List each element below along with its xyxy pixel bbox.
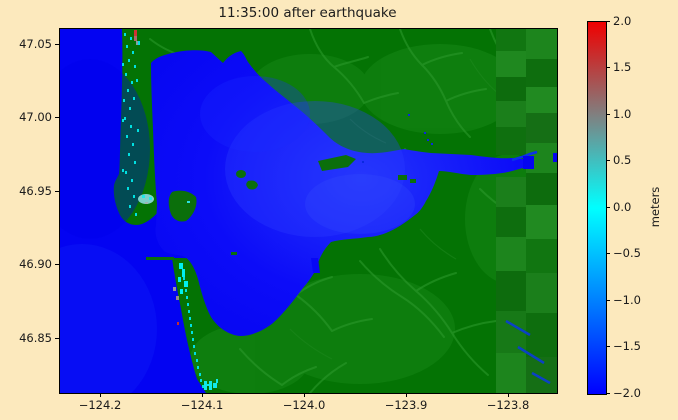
colorbar-tick-label: 0.5: [613, 153, 632, 167]
shoreline-speckles-north: [122, 33, 140, 216]
river-streaks: [505, 319, 551, 385]
colorbar-tick: [606, 160, 610, 161]
bay-region: [151, 50, 557, 385]
x-tick-label: −123.9: [384, 398, 428, 412]
x-tick-label: −124.2: [78, 398, 122, 412]
y-tick-label: 46.95: [19, 184, 52, 198]
y-tick: [55, 44, 59, 45]
y-tick: [55, 338, 59, 339]
x-tick: [100, 393, 101, 397]
lagoon-patch: [138, 194, 154, 204]
shoreline-speckles-south: [173, 201, 218, 390]
x-tick-label: −124.0: [282, 398, 326, 412]
terrain-texture: [149, 29, 557, 393]
y-tick-label: 46.85: [19, 331, 52, 345]
islands: [146, 155, 416, 260]
x-tick: [202, 393, 203, 397]
colorbar-tick-label: 1.5: [613, 60, 632, 74]
colorbar-tick-label: −0.5: [613, 246, 641, 260]
y-tick: [55, 191, 59, 192]
colorbar-axis-label: meters: [648, 186, 662, 228]
terrain-texture-fine: [289, 58, 551, 360]
colorbar-tick-label: −2.0: [613, 386, 641, 400]
colorbar-tick-label: 1.0: [613, 107, 632, 121]
y-tick: [55, 264, 59, 265]
colorbar-tick: [606, 207, 610, 208]
x-tick: [304, 393, 305, 397]
y-tick-label: 47.05: [19, 37, 52, 51]
red-coastal-spots: [134, 30, 179, 325]
y-tick-label: 47.00: [19, 110, 52, 124]
colorbar-tick-label: −1.0: [613, 293, 641, 307]
ocean-region: [60, 29, 230, 393]
colorbar-gradient: [587, 21, 607, 395]
y-tick: [55, 117, 59, 118]
x-tick: [406, 393, 407, 397]
x-tick-label: −124.1: [180, 398, 224, 412]
y-tick-label: 46.90: [19, 257, 52, 271]
colorbar-tick-label: 0.0: [613, 200, 632, 214]
colorbar-tick: [606, 393, 610, 394]
coarse-grid-blocks: [496, 29, 557, 393]
plot-title: 11:35:00 after earthquake: [218, 5, 397, 21]
colorbar-tick-label: −1.5: [613, 339, 641, 353]
x-tick: [508, 393, 509, 397]
jetty: [146, 257, 174, 260]
map-image: [60, 29, 557, 393]
colorbar-tick: [606, 253, 610, 254]
colorbar-tick: [606, 300, 610, 301]
map-plot: [59, 28, 558, 394]
colorbar-tick: [606, 114, 610, 115]
colorbar-tick: [606, 21, 610, 22]
ponds: [362, 114, 433, 163]
colorbar-tick: [606, 67, 610, 68]
colorbar-tick: [606, 346, 610, 347]
colorbar-tick-label: 2.0: [613, 14, 632, 28]
x-tick-label: −123.8: [486, 398, 530, 412]
